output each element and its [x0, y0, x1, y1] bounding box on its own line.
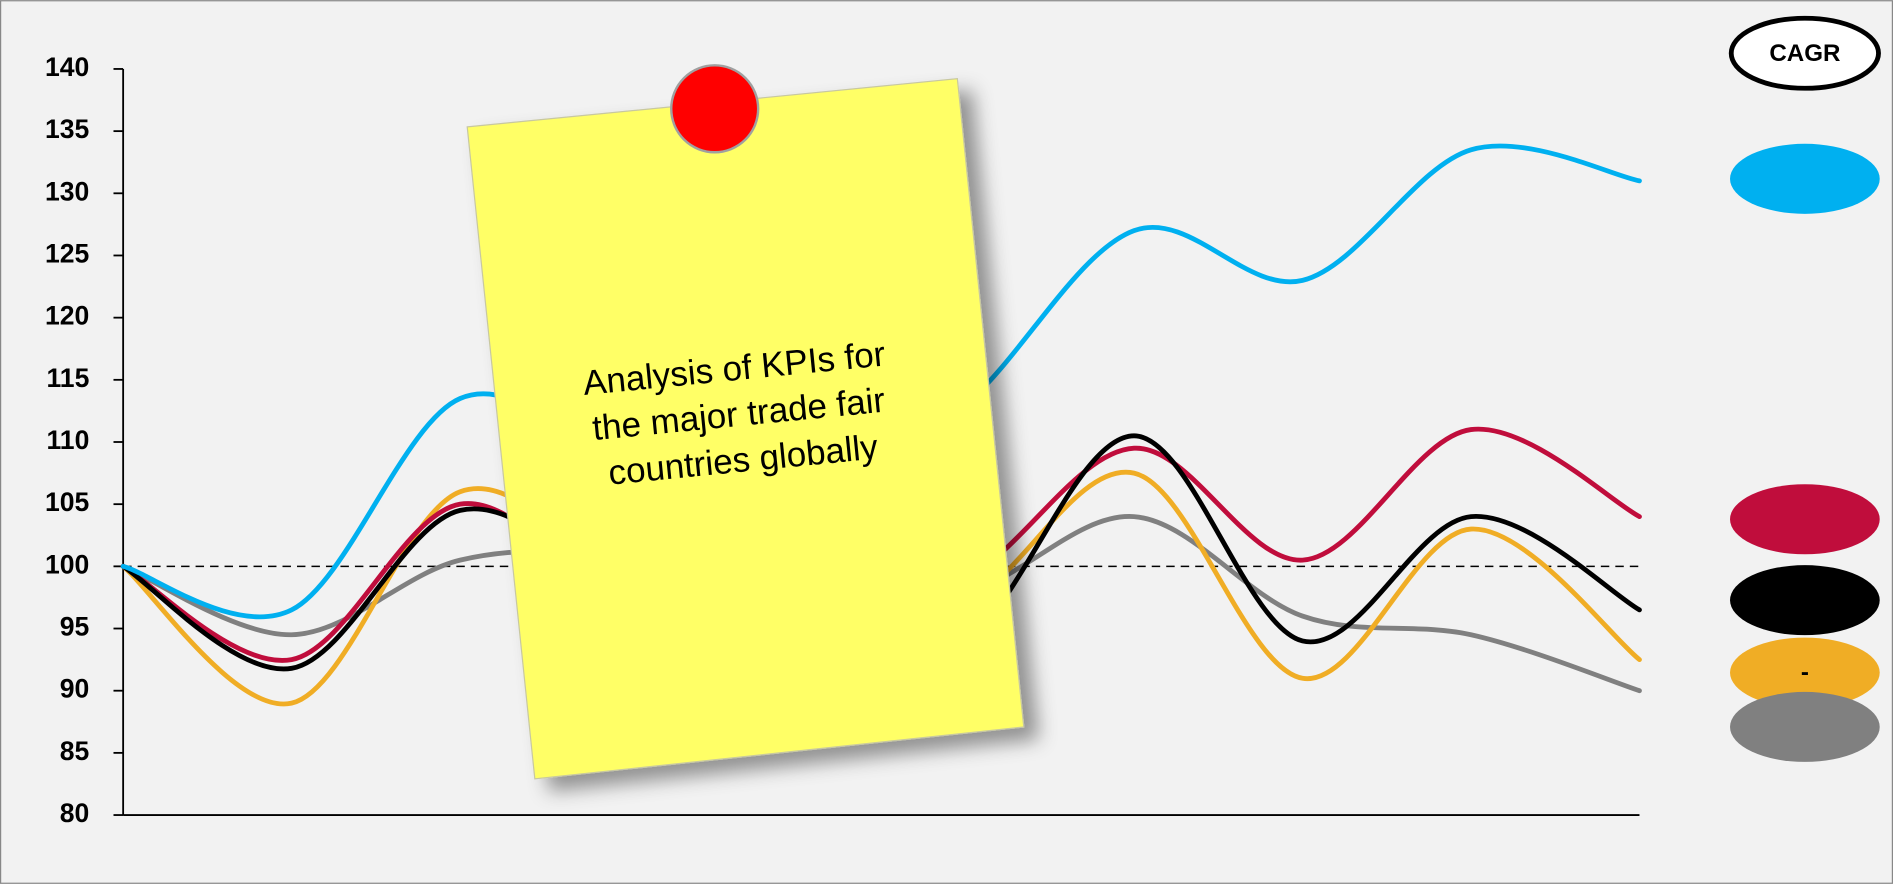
legend-header — [1728, 15, 1881, 91]
pin — [670, 64, 760, 154]
y-tick-label: 100 — [45, 549, 89, 579]
y-tick-label: 115 — [47, 363, 90, 393]
legend-swatch — [1730, 484, 1880, 555]
y-tick-label: 135 — [45, 114, 90, 144]
legend-swatch — [1730, 691, 1880, 762]
y-tick-label: 130 — [45, 176, 89, 206]
y-tick-label: 120 — [45, 301, 89, 331]
legend-title: CAGR — [1769, 40, 1840, 67]
legend-swatch — [1730, 565, 1880, 636]
y-tick-label: 90 — [60, 674, 90, 704]
cagr-label: - — [1801, 659, 1809, 686]
y-tick-label: 95 — [60, 612, 90, 642]
y-tick-label: 140 — [45, 52, 89, 82]
legend-swatch — [1730, 143, 1880, 214]
note-paper — [466, 77, 1025, 780]
sticky-note: Analysis of KPIs for the major trade fai… — [466, 64, 1025, 780]
y-tick-label: 125 — [45, 238, 90, 268]
y-tick-label: 85 — [60, 736, 90, 766]
legend: CAGR - — [1728, 15, 1881, 762]
y-tick-label: 105 — [45, 487, 90, 517]
y-tick-label: 110 — [47, 425, 90, 455]
legend-swatch — [1730, 637, 1880, 708]
y-tick-label: 80 — [60, 798, 90, 828]
